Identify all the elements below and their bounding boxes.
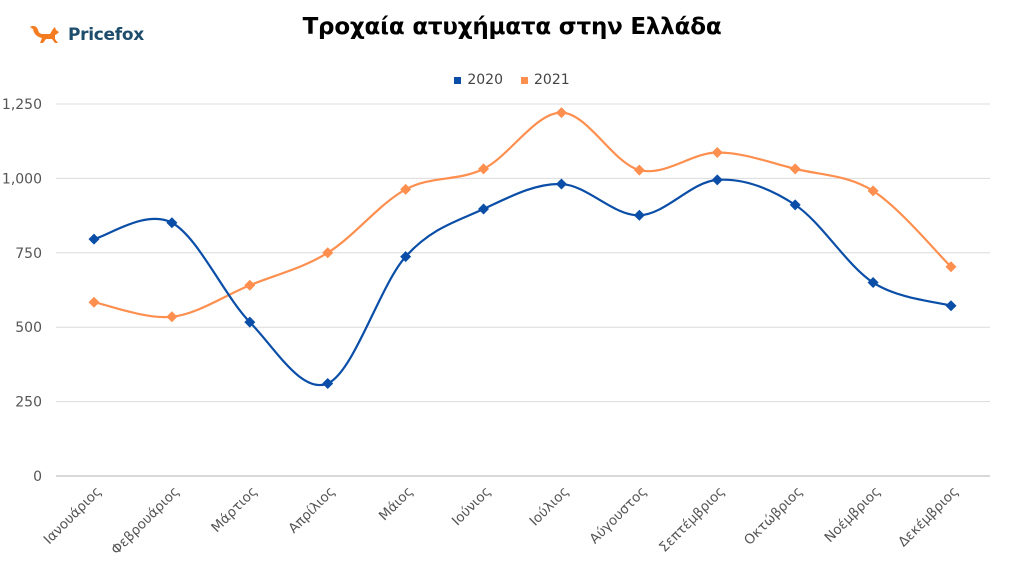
legend-label-2021: 2021 bbox=[534, 72, 570, 88]
x-tick-label: Μάρτιος bbox=[208, 484, 260, 536]
diamond-marker[interactable] bbox=[166, 311, 178, 323]
x-tick-label: Νοέμβριος bbox=[822, 484, 884, 546]
diamond-marker[interactable] bbox=[945, 261, 957, 273]
x-tick-label: Απρίλιος bbox=[285, 484, 338, 537]
x-tick-label: Ιούλιος bbox=[526, 484, 572, 530]
grid-lines bbox=[56, 103, 990, 477]
y-tick-label: 0 bbox=[33, 469, 42, 485]
series-2020 bbox=[88, 174, 957, 389]
y-tick-label: 1,000 bbox=[2, 171, 42, 187]
line-2021 bbox=[93, 111, 952, 319]
diamond-marker[interactable] bbox=[711, 147, 723, 159]
diamond-marker[interactable] bbox=[400, 183, 412, 195]
diamond-marker[interactable] bbox=[789, 163, 801, 175]
legend-label-2020: 2020 bbox=[467, 72, 503, 88]
legend-item-2020[interactable]: 2020 bbox=[454, 72, 503, 88]
diamond-marker[interactable] bbox=[88, 296, 100, 308]
diamond-marker[interactable] bbox=[867, 277, 879, 289]
y-axis: 0 250 500 750 1,000 1,250 bbox=[2, 97, 42, 485]
x-tick-label: Φεβρουάριος bbox=[108, 484, 183, 559]
brand-name: Pricefox bbox=[68, 25, 144, 45]
x-axis: Ιανουάριος Φεβρουάριος Μάρτιος Απρίλιος Μάιο… bbox=[41, 484, 962, 559]
diamond-marker[interactable] bbox=[478, 203, 490, 215]
y-tick-label: 1,250 bbox=[2, 97, 42, 113]
y-tick-label: 500 bbox=[15, 320, 42, 336]
line-2020 bbox=[93, 178, 952, 387]
diamond-marker[interactable] bbox=[244, 316, 256, 328]
diamond-marker[interactable] bbox=[867, 185, 879, 197]
diamond-marker[interactable] bbox=[789, 199, 801, 211]
x-tick-label: Αύγουστος bbox=[587, 484, 651, 548]
legend-item-2021[interactable]: 2021 bbox=[521, 72, 570, 88]
diamond-marker[interactable] bbox=[400, 251, 412, 263]
x-tick-label: Δεκέμβριος bbox=[895, 484, 962, 551]
diamond-marker[interactable] bbox=[633, 164, 645, 176]
y-tick-label: 250 bbox=[15, 395, 42, 411]
x-tick-label: Σεπτέμβριος bbox=[656, 484, 728, 556]
diamond-marker[interactable] bbox=[945, 300, 957, 312]
diamond-marker[interactable] bbox=[478, 163, 490, 175]
diamond-marker[interactable] bbox=[322, 377, 334, 389]
x-tick-label: Μάιος bbox=[376, 484, 417, 525]
diamond-marker[interactable] bbox=[711, 174, 723, 186]
diamond-marker[interactable] bbox=[244, 279, 256, 291]
series-lines bbox=[88, 107, 957, 389]
brand-logo: Pricefox bbox=[28, 24, 144, 46]
legend-swatch-2021 bbox=[521, 76, 528, 84]
chart-title: Τροχαία ατυχήματα στην Ελλάδα bbox=[302, 14, 722, 40]
diamond-marker[interactable] bbox=[88, 233, 100, 245]
diamond-marker[interactable] bbox=[633, 209, 645, 221]
diamond-marker[interactable] bbox=[322, 247, 334, 259]
chart-legend: 2020 2021 bbox=[0, 72, 1024, 88]
y-tick-label: 750 bbox=[15, 246, 42, 262]
fox-icon bbox=[30, 26, 59, 43]
x-tick-label: Ιανουάριος bbox=[41, 484, 105, 548]
diamond-marker[interactable] bbox=[555, 178, 567, 190]
series-2021 bbox=[88, 107, 957, 323]
x-tick-label: Οκτώβριος bbox=[741, 484, 806, 549]
diamond-marker[interactable] bbox=[166, 217, 178, 229]
diamond-marker[interactable] bbox=[555, 107, 567, 119]
x-tick-label: Ιούνιος bbox=[449, 484, 495, 530]
legend-swatch-2020 bbox=[454, 76, 462, 84]
